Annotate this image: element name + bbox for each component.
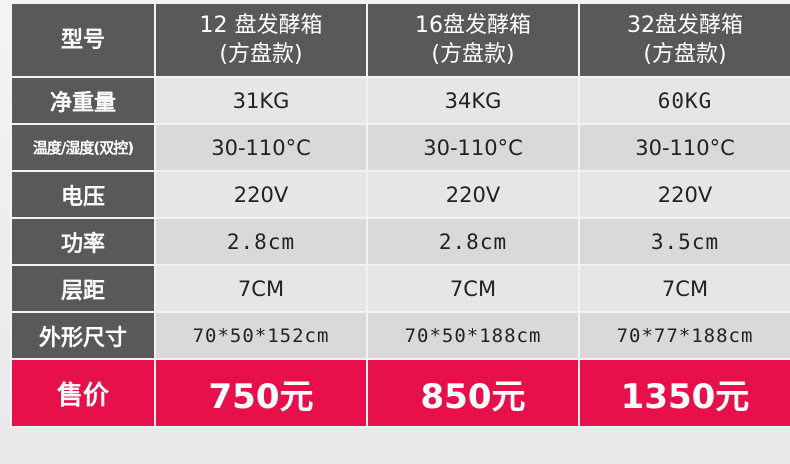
cell: 30-110°C xyxy=(366,123,580,172)
price-value: 850元 xyxy=(366,358,580,428)
cell: 70*50*152cm xyxy=(154,311,368,360)
table-row: 层距 7CM 7CM 7CM xyxy=(10,264,790,313)
header-label: 型号 xyxy=(10,2,156,78)
price-value: 1350元 xyxy=(578,358,790,428)
model-type: (方盘款) xyxy=(643,42,727,67)
cell: 220V xyxy=(578,170,790,219)
row-label: 功率 xyxy=(10,217,156,266)
cell: 70*50*188cm xyxy=(366,311,580,360)
cell: 2.8cm xyxy=(366,217,580,266)
row-label: 层距 xyxy=(10,264,156,313)
header-row: 型号 12 盘发酵箱 (方盘款) 16盘发酵箱 (方盘款) 32盘发酵箱 (方盘款) xyxy=(10,2,790,78)
table-row: 净重量 31KG 34KG 60KG xyxy=(10,76,790,125)
cell: 3.5cm xyxy=(578,217,790,266)
cell: 220V xyxy=(154,170,368,219)
cell: 220V xyxy=(366,170,580,219)
table-row: 温度/湿度(双控) 30-110°C 30-110°C 30-110°C xyxy=(10,123,790,172)
model-header: 16盘发酵箱 (方盘款) xyxy=(366,2,580,78)
cell: 30-110°C xyxy=(578,123,790,172)
cell: 7CM xyxy=(578,264,790,313)
row-label: 温度/湿度(双控) xyxy=(10,123,156,172)
table-row: 功率 2.8cm 2.8cm 3.5cm xyxy=(10,217,790,266)
cell: 31KG xyxy=(154,76,368,125)
cell: 34KG xyxy=(366,76,580,125)
price-value: 750元 xyxy=(154,358,368,428)
row-label: 电压 xyxy=(10,170,156,219)
cell: 7CM xyxy=(366,264,580,313)
spec-table: 型号 12 盘发酵箱 (方盘款) 16盘发酵箱 (方盘款) 32盘发酵箱 (方盘款) … xyxy=(10,2,790,428)
row-label: 净重量 xyxy=(10,76,156,125)
cell: 7CM xyxy=(154,264,368,313)
cell: 60KG xyxy=(578,76,790,125)
model-name: 12 盘发酵箱 xyxy=(199,13,323,38)
model-type: (方盘款) xyxy=(219,42,303,67)
table-row: 电压 220V 220V 220V xyxy=(10,170,790,219)
model-type: (方盘款) xyxy=(431,42,515,67)
model-header: 32盘发酵箱 (方盘款) xyxy=(578,2,790,78)
row-label: 外形尺寸 xyxy=(10,311,156,360)
price-row: 售价 750元 850元 1350元 xyxy=(10,358,790,428)
cell: 70*77*188cm xyxy=(578,311,790,360)
cell: 2.8cm xyxy=(154,217,368,266)
price-label: 售价 xyxy=(10,358,156,428)
cell: 30-110°C xyxy=(154,123,368,172)
model-header: 12 盘发酵箱 (方盘款) xyxy=(154,2,368,78)
model-name: 32盘发酵箱 xyxy=(627,13,743,38)
table-row: 外形尺寸 70*50*152cm 70*50*188cm 70*77*188cm xyxy=(10,311,790,360)
model-name: 16盘发酵箱 xyxy=(415,13,531,38)
